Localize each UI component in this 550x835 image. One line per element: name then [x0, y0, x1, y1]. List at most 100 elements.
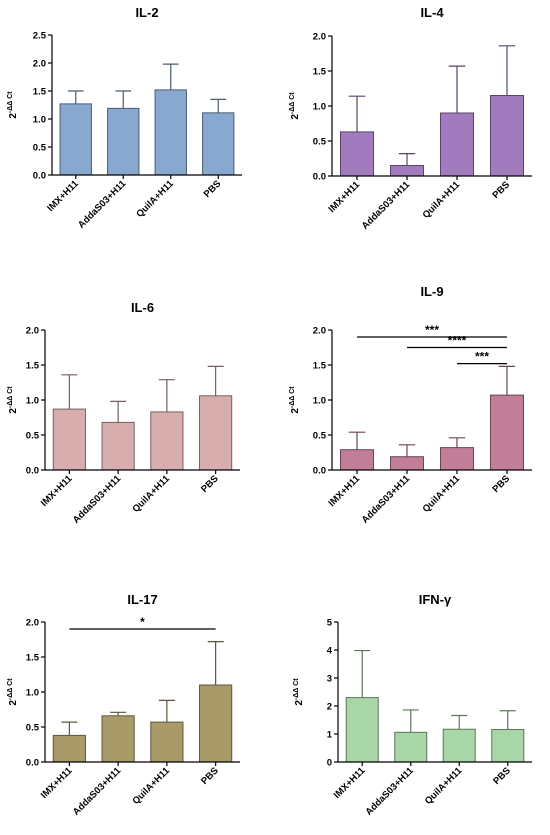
y-tick-label: 0 [327, 758, 332, 769]
y-tick-label: 0.5 [33, 143, 47, 154]
y-tick-label: 2.0 [313, 32, 326, 43]
bar [440, 112, 474, 177]
y-axis-label: 2-ΔΔ Ct [293, 678, 305, 706]
y-axis-label: 2-ΔΔ Ct [289, 386, 301, 414]
chart-panel: IL-2 2-ΔΔ Ct 0.0 0.5 1.0 1.5 2.0 2.5 IMX+H11Adda… [7, 5, 242, 231]
chart-title: IFN-γ [419, 592, 452, 607]
bar [490, 394, 524, 471]
category-label: PBS [199, 765, 221, 787]
category-label: PBS [199, 473, 221, 495]
y-tick-label: 0.0 [26, 466, 39, 477]
category-label: IMX+H11 [45, 178, 81, 214]
y-tick-label: 1.5 [26, 361, 40, 372]
y-tick-label: 0.5 [313, 137, 327, 148]
y-tick-label: 1 [327, 730, 333, 741]
y-tick-label: 0.5 [26, 723, 40, 734]
bar [107, 107, 140, 176]
y-tick-label: 2 [327, 702, 332, 713]
chart-title: IL-17 [127, 592, 157, 607]
bar [490, 95, 524, 177]
y-tick-label: 1.5 [313, 361, 327, 372]
category-label: PBS [491, 765, 513, 787]
y-axis-label: 2-ΔΔ Ct [7, 91, 19, 119]
bar [340, 449, 374, 471]
bar [340, 131, 374, 177]
y-tick-label: 3 [327, 674, 332, 685]
y-axis-label: 2-ΔΔ Ct [7, 386, 19, 414]
category-label: QuilA+H11 [134, 178, 176, 220]
y-tick-label: 1.5 [33, 87, 47, 98]
y-tick-label: 0.5 [313, 431, 327, 442]
y-axis-label: 2-ΔΔ Ct [289, 92, 301, 120]
category-label: AddaS03+H11 [360, 473, 413, 526]
y-tick-label: 1.5 [26, 653, 40, 664]
bar [202, 112, 235, 176]
y-tick-label: 1.0 [26, 396, 39, 407]
bar [345, 697, 379, 763]
y-tick-label: 0.0 [26, 758, 39, 769]
y-tick-label: 0.0 [313, 466, 326, 477]
bar [390, 456, 424, 471]
chart-title: IL-6 [131, 300, 154, 315]
category-label: AddaS03+H11 [363, 765, 416, 818]
bar [199, 684, 233, 763]
y-tick-label: 0.5 [26, 431, 40, 442]
chart-panel: IL-6 2-ΔΔ Ct 0.0 0.5 1.0 1.5 2.0 IMX+H11AddaS03… [7, 300, 240, 526]
y-tick-label: 2.0 [26, 326, 39, 337]
y-tick-label: 2.0 [33, 59, 46, 70]
y-tick-label: 4 [327, 646, 333, 657]
bar [394, 731, 428, 763]
bar [101, 421, 135, 471]
bar [59, 103, 92, 176]
chart-panel: IL-17 2-ΔΔ Ct 0.0 0.5 1.0 1.5 2.0 IMX+H11AddaS0… [7, 592, 240, 818]
category-label: QuilA+H11 [130, 765, 172, 807]
bar [491, 729, 525, 763]
y-tick-label: 1.0 [26, 688, 39, 699]
category-label: AddaS03+H11 [76, 178, 129, 231]
category-label: QuilA+H11 [423, 765, 465, 807]
category-label: IMX+H11 [327, 473, 363, 509]
bar [440, 447, 474, 471]
bar [150, 721, 184, 763]
category-label: QuilA+H11 [421, 179, 463, 221]
bar [199, 395, 233, 471]
bar [52, 408, 86, 471]
category-label: IMX+H11 [39, 765, 75, 801]
chart-panel: IL-9 2-ΔΔ Ct 0.0 0.5 1.0 1.5 2.0 IMX+H11AddaS03… [289, 284, 532, 526]
bar [154, 89, 187, 176]
y-tick-label: 1.0 [313, 396, 326, 407]
category-label: AddaS03+H11 [71, 765, 124, 818]
category-label: PBS [491, 473, 513, 495]
y-tick-label: 5 [327, 618, 333, 629]
bar [390, 165, 424, 177]
significance-label: **** [448, 334, 467, 348]
y-tick-label: 0.0 [313, 172, 326, 183]
y-tick-label: 1.0 [313, 102, 326, 113]
y-tick-label: 2.5 [33, 31, 47, 42]
bar [101, 715, 135, 763]
category-label: PBS [491, 179, 513, 201]
category-label: AddaS03+H11 [71, 473, 124, 526]
chart-title: IL-2 [135, 5, 158, 20]
category-label: QuilA+H11 [130, 473, 172, 515]
y-tick-label: 2.0 [313, 326, 326, 337]
chart-title: IL-9 [420, 284, 443, 299]
y-tick-label: 2.0 [26, 618, 39, 629]
category-label: IMX+H11 [332, 765, 368, 801]
category-label: IMX+H11 [39, 473, 75, 509]
significance-label: * [140, 615, 145, 629]
category-label: AddaS03+H11 [360, 179, 413, 232]
y-tick-label: 0.0 [33, 171, 46, 182]
chart-title: IL-4 [420, 5, 444, 20]
bar [150, 411, 184, 471]
category-label: QuilA+H11 [421, 473, 463, 515]
significance-label: *** [425, 323, 439, 337]
significance-label: *** [475, 350, 489, 364]
y-tick-label: 1.5 [313, 67, 327, 78]
bar [52, 734, 86, 763]
y-axis-label: 2-ΔΔ Ct [7, 678, 19, 706]
chart-panel: IL-4 2-ΔΔ Ct 0.0 0.5 1.0 1.5 2.0 IMX+H11AddaS03… [289, 5, 532, 232]
category-label: IMX+H11 [327, 179, 363, 215]
